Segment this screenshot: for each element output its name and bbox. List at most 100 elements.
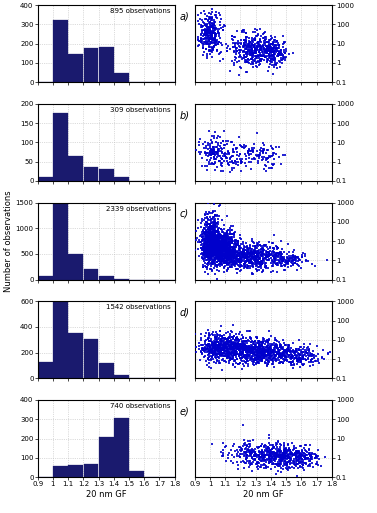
Point: [257, 46, 263, 54]
Point: [257, 55, 264, 64]
Point: [231, 237, 237, 245]
Point: [209, 225, 215, 233]
Point: [267, 51, 273, 59]
Point: [260, 34, 266, 42]
Point: [262, 262, 268, 270]
Point: [198, 135, 204, 143]
Point: [248, 446, 254, 455]
Point: [270, 44, 276, 52]
Point: [216, 332, 222, 341]
Point: [258, 44, 264, 52]
Point: [207, 241, 213, 249]
Point: [250, 252, 256, 260]
Point: [249, 447, 255, 455]
Point: [261, 51, 267, 60]
Point: [208, 145, 214, 153]
Point: [291, 259, 297, 267]
Point: [217, 349, 223, 357]
Point: [289, 352, 295, 360]
Point: [252, 248, 258, 256]
Point: [214, 228, 220, 236]
Point: [294, 253, 300, 261]
Point: [296, 336, 302, 344]
Point: [278, 255, 284, 264]
Point: [282, 448, 288, 457]
Point: [225, 236, 231, 244]
Point: [248, 346, 254, 354]
Point: [224, 241, 230, 249]
Point: [254, 350, 261, 358]
Point: [213, 238, 219, 246]
Point: [236, 351, 242, 360]
Point: [250, 63, 256, 71]
Point: [218, 339, 224, 347]
Point: [207, 142, 213, 150]
Point: [256, 455, 262, 463]
Point: [219, 346, 225, 354]
Point: [233, 337, 239, 345]
Bar: [38, 362, 53, 379]
Point: [219, 41, 225, 49]
Point: [285, 240, 291, 248]
Point: [240, 238, 246, 246]
Point: [230, 257, 236, 265]
Point: [261, 241, 267, 249]
Point: [211, 34, 218, 43]
Point: [267, 42, 273, 50]
Point: [249, 357, 255, 365]
Point: [285, 450, 291, 459]
Point: [207, 242, 213, 250]
Point: [229, 251, 235, 259]
Point: [221, 144, 227, 152]
Point: [241, 257, 247, 265]
Point: [248, 355, 254, 363]
Point: [211, 243, 217, 251]
Point: [286, 346, 292, 354]
Point: [294, 449, 300, 458]
Point: [249, 235, 255, 244]
Point: [238, 446, 244, 454]
Point: [251, 350, 257, 358]
Point: [269, 248, 275, 256]
Point: [305, 454, 311, 462]
Point: [262, 161, 268, 169]
Point: [204, 238, 210, 246]
Point: [277, 358, 283, 366]
Point: [290, 451, 296, 459]
Point: [285, 440, 291, 448]
Point: [228, 248, 234, 256]
Bar: [68, 254, 83, 280]
Point: [215, 240, 221, 248]
Point: [207, 337, 213, 345]
Point: [285, 263, 291, 271]
Point: [239, 248, 245, 256]
Point: [267, 48, 273, 56]
Point: [212, 256, 218, 265]
Point: [238, 40, 244, 48]
Point: [215, 254, 221, 262]
Point: [288, 456, 294, 464]
Point: [212, 242, 218, 250]
Point: [248, 256, 254, 264]
Point: [210, 349, 216, 357]
Point: [294, 471, 300, 480]
Point: [268, 46, 274, 54]
Point: [229, 256, 235, 265]
Point: [218, 448, 224, 456]
Point: [293, 257, 299, 265]
Point: [268, 448, 274, 457]
Point: [282, 352, 288, 361]
Point: [236, 452, 242, 461]
Point: [274, 268, 280, 277]
Point: [211, 229, 218, 237]
Point: [235, 256, 241, 264]
Point: [264, 162, 270, 170]
Point: [208, 241, 214, 249]
Point: [285, 345, 291, 353]
Point: [233, 48, 239, 56]
Point: [248, 34, 254, 42]
Point: [213, 236, 219, 244]
Point: [298, 450, 304, 458]
Point: [278, 468, 284, 476]
Point: [218, 225, 224, 233]
